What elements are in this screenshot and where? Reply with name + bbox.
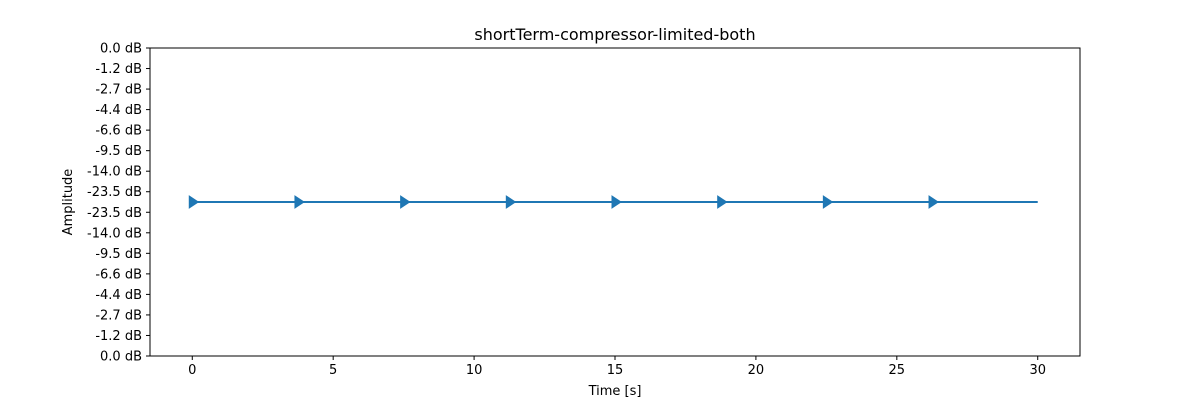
y-tick-label: 0.0 dB (100, 42, 142, 57)
series-marker (822, 195, 834, 209)
y-tick-label: -4.4 dB (95, 103, 142, 118)
y-tick-label: 0.0 dB (100, 350, 142, 365)
y-tick-label: -2.7 dB (95, 308, 142, 323)
series-marker (928, 195, 939, 209)
series-marker (611, 195, 622, 209)
series-marker (717, 195, 728, 209)
x-tick-label: 10 (466, 363, 483, 378)
series-marker (294, 195, 305, 209)
y-tick-label: -9.5 dB (95, 144, 142, 159)
x-tick-label: 5 (329, 363, 337, 378)
x-tick-label: 25 (889, 363, 906, 378)
series-marker (400, 195, 411, 209)
x-tick-label: 15 (607, 363, 624, 378)
y-tick-label: -6.6 dB (95, 267, 142, 282)
x-tick-label: 20 (748, 363, 765, 378)
x-tick-label: 30 (1029, 363, 1046, 378)
x-axis-label: Time [s] (588, 384, 642, 399)
y-tick-label: -14.0 dB (87, 165, 142, 180)
y-tick-label: -2.7 dB (95, 83, 142, 98)
y-tick-label: -6.6 dB (95, 124, 142, 139)
y-tick-label: -4.4 dB (95, 288, 142, 303)
series-marker (505, 195, 517, 209)
series-layer (188, 195, 1038, 209)
y-tick-label: -14.0 dB (87, 226, 142, 241)
x-tick-label: 0 (188, 363, 196, 378)
y-tick-label: -9.5 dB (95, 247, 142, 262)
chart-title: shortTerm-compressor-limited-both (474, 25, 755, 44)
y-axis-label: Amplitude (61, 169, 76, 236)
y-axis-ticks: 0.0 dB -1.2 dB -2.7 dB -4.4 dB -6.6 dB -9.5 d… (87, 42, 150, 365)
series-marker (188, 195, 200, 209)
x-axis-ticks: 0 5 10 15 20 25 30 (188, 356, 1046, 378)
y-tick-label: -1.2 dB (95, 62, 142, 77)
y-tick-label: -23.5 dB (87, 206, 142, 221)
y-tick-label: -23.5 dB (87, 185, 142, 200)
y-tick-label: -1.2 dB (95, 329, 142, 344)
